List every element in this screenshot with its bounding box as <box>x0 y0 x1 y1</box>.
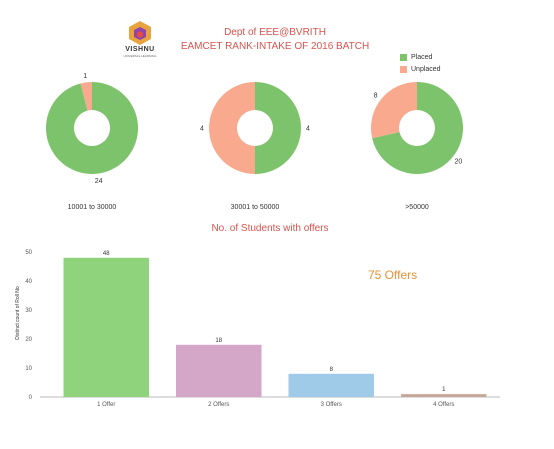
y-tick-50: 50 <box>25 250 32 256</box>
donut-2-value-unplaced: 4 <box>200 126 204 133</box>
y-tick-0: 0 <box>29 395 33 401</box>
donut-1-slice-placed[interactable] <box>45 82 138 174</box>
y-tick-20: 20 <box>25 337 32 343</box>
legend-label-unplaced: Unplaced <box>411 65 441 73</box>
donut-3-value-unplaced: 8 <box>374 92 378 99</box>
x-tick-2: 2 Offers <box>208 402 229 408</box>
offers-annotation: 75 Offers <box>368 268 418 282</box>
donut-3-slice-unplaced[interactable] <box>371 82 417 139</box>
bar-chart: 0 10 20 30 40 50 48 1 Offer 18 2 Offers 8 3 Offers 1… <box>25 250 500 408</box>
bar-3-value-label: 8 <box>330 367 334 373</box>
donut-label-1: 10001 to 30000 <box>67 204 117 211</box>
x-tick-3: 3 Offers <box>321 402 342 408</box>
donut-3-slice-placed[interactable] <box>372 82 464 174</box>
legend-swatch-unplaced <box>400 65 407 73</box>
donut-1-value-placed: 24 <box>95 178 103 185</box>
legend: Placed Unplaced <box>400 51 441 75</box>
bar-2[interactable] <box>176 344 262 397</box>
legend-item-unplaced[interactable]: Unplaced <box>400 63 441 75</box>
donut-2-slice-placed[interactable] <box>255 82 301 174</box>
bar-1[interactable] <box>63 257 150 397</box>
vishnu-logo <box>122 18 158 62</box>
logo-subtext: UNIVERSAL LEARNING <box>123 54 157 58</box>
bar-1-value-label: 48 <box>103 251 110 257</box>
donut-3-value-placed: 20 <box>455 159 463 166</box>
bar-chart-title: No. of Students with offers <box>211 223 329 234</box>
bar-4[interactable] <box>401 394 487 397</box>
page-title: Dept of EEE@BVRITH <box>224 27 326 38</box>
donut-label-2: 30001 to 50000 <box>230 204 280 211</box>
donut-1-value-unplaced: 1 <box>83 73 87 80</box>
x-tick-1: 1 Offer <box>97 402 115 408</box>
y-tick-40: 40 <box>25 279 32 285</box>
donut-1-slice-unplaced[interactable] <box>80 82 92 111</box>
y-tick-10: 10 <box>25 366 32 372</box>
y-tick-30: 30 <box>25 308 32 314</box>
bar-3[interactable] <box>288 373 375 397</box>
page-subtitle: EAMCET RANK-INTAKE OF 2016 BATCH <box>180 41 370 52</box>
donut-2-slice-unplaced[interactable] <box>209 82 255 174</box>
legend-swatch-placed <box>400 53 407 61</box>
bar-2-value-label: 18 <box>215 338 222 344</box>
donut-label-3: >50000 <box>405 204 429 211</box>
bar-4-value-label: 1 <box>442 387 446 393</box>
logo-text: VISHNU <box>125 46 155 53</box>
x-tick-4: 4 Offers <box>433 402 454 408</box>
donut-2-value-placed: 4 <box>306 126 310 133</box>
legend-label-placed: Placed <box>411 53 433 61</box>
legend-item-placed[interactable]: Placed <box>400 51 441 63</box>
